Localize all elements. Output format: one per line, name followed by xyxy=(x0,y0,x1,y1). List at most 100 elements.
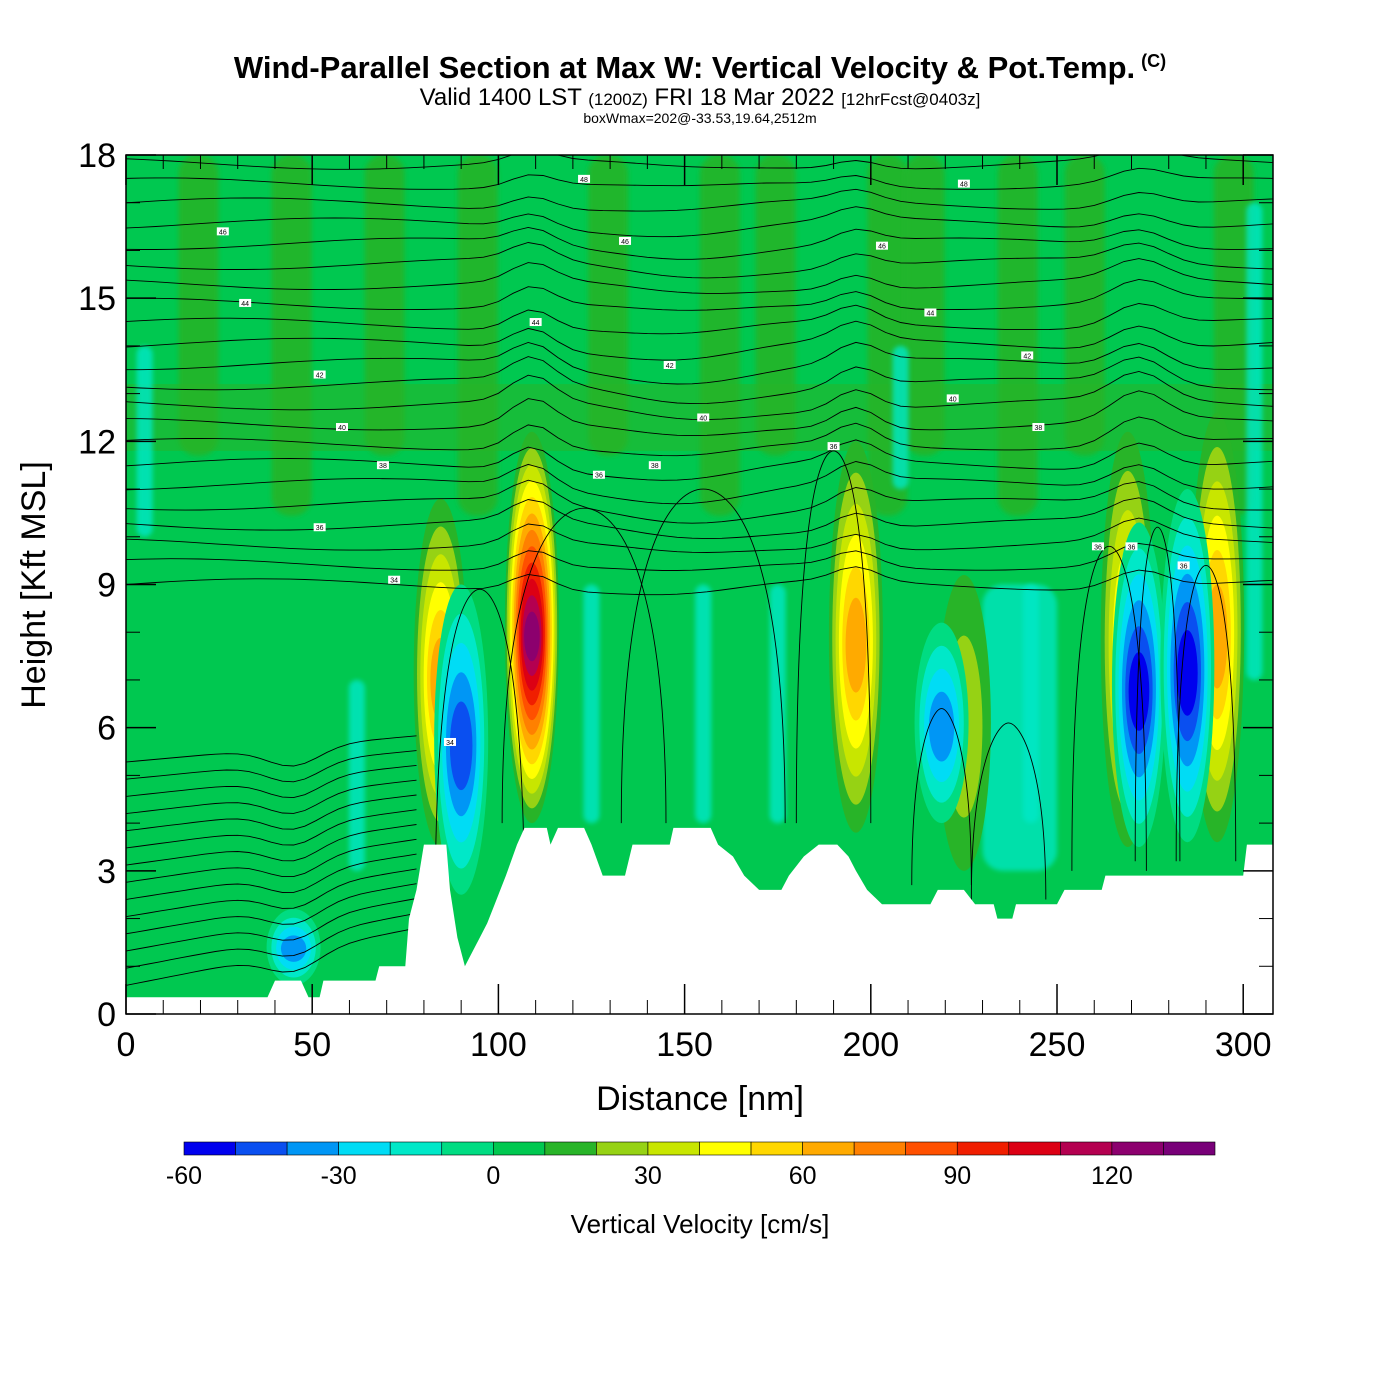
isentrope xyxy=(126,155,1273,170)
isentrope-low xyxy=(126,912,417,969)
chart-title-text: Wind-Parallel Section at Max W: Vertical… xyxy=(233,50,1136,85)
contour-label-bg xyxy=(1021,351,1034,360)
colorbar-swatch xyxy=(750,1141,803,1156)
colorbar-tick-label: 60 xyxy=(789,1162,817,1190)
x-tick-label: 0 xyxy=(117,1026,136,1064)
colorbar-swatch xyxy=(647,1141,700,1156)
contour-label-bg xyxy=(388,575,401,584)
y-tick-label: 3 xyxy=(97,853,116,891)
weak-updraft-band xyxy=(1064,155,1105,456)
terrain xyxy=(126,827,1273,1014)
colorbar-swatch xyxy=(802,1141,855,1156)
core-level xyxy=(280,935,307,962)
contour-label-bg xyxy=(924,308,937,317)
theta-plume-outline xyxy=(1071,545,1147,871)
zulu-time: (1200Z) xyxy=(588,90,648,109)
colorbar-label: Vertical Velocity [cm/s] xyxy=(571,1209,830,1239)
contour-label-bg xyxy=(443,737,456,746)
colorbar-tick-label: -30 xyxy=(321,1162,357,1190)
isentrope-low xyxy=(126,853,417,900)
contour-label-bg xyxy=(376,461,389,470)
isentrope xyxy=(126,320,1273,361)
theta-label: 36 xyxy=(830,444,838,451)
colorbar-swatch xyxy=(905,1141,958,1156)
isentrope-low xyxy=(126,779,417,815)
contour-label-bg xyxy=(529,318,542,327)
isentrope xyxy=(126,461,1273,505)
colorbar-swatch xyxy=(235,1141,288,1156)
colorbar: -60 -30 0 30 60 90 120 xyxy=(166,1141,1216,1190)
theta-label: 34 xyxy=(446,740,454,747)
theta-plume-outline xyxy=(1175,564,1237,862)
x-tick-label: 250 xyxy=(1029,1026,1086,1064)
theta-label: 44 xyxy=(532,320,540,327)
weak-updraft-band xyxy=(755,155,796,456)
colorbar-swatch xyxy=(544,1141,597,1156)
isentrope xyxy=(126,341,1273,385)
contour-label-bg xyxy=(957,179,970,188)
valid-date: FRI 18 Mar 2022 xyxy=(654,84,835,111)
colorbar-tick-label: 120 xyxy=(1091,1162,1133,1190)
isentrope xyxy=(126,188,1273,212)
isentrope xyxy=(126,206,1273,238)
colorbar-tick-label: -60 xyxy=(166,1162,202,1190)
weak-updraft-band xyxy=(457,155,498,516)
isentrope-low xyxy=(126,927,417,986)
contour-label-bg xyxy=(239,298,252,307)
isentrope xyxy=(126,258,1273,294)
contour-label-bg xyxy=(1125,542,1138,551)
contour-label-bg xyxy=(592,470,605,479)
colorbar-swatch xyxy=(1060,1141,1113,1156)
y-tick-label: 0 xyxy=(97,996,116,1034)
isentrope-low xyxy=(126,868,417,918)
chart-subtitle: Valid 1400 LST (1200Z) FRI 18 Mar 2022 [… xyxy=(0,84,1400,112)
contour-label-bg xyxy=(663,360,676,369)
isentrope xyxy=(126,543,1273,571)
isentrope xyxy=(126,167,1273,190)
theta-label: 46 xyxy=(878,244,886,251)
colorbar-swatch xyxy=(956,1141,1010,1156)
isentrope-low xyxy=(126,898,417,952)
theta-label: 36 xyxy=(1094,544,1102,551)
contour-label-bg xyxy=(216,227,229,236)
theta-plume-outline xyxy=(501,507,667,824)
theta-label: 40 xyxy=(338,425,346,432)
theta-label: 42 xyxy=(1023,353,1031,360)
contour-label-bg xyxy=(1091,542,1104,551)
core-level xyxy=(845,597,867,693)
y-tick-label: 6 xyxy=(97,710,116,748)
isentrope xyxy=(126,566,1273,596)
weak-updraft-band xyxy=(588,155,629,456)
weak-downdraft-streak xyxy=(695,584,712,824)
contour-label-bg xyxy=(619,236,632,245)
y-tick-label: 9 xyxy=(97,567,116,605)
downdraft-core xyxy=(1111,522,1166,847)
theta-label: 46 xyxy=(621,239,629,246)
theta-label: 44 xyxy=(926,310,934,317)
theta-label: 44 xyxy=(241,301,249,308)
x-tick-label: 50 xyxy=(293,1026,331,1064)
chart-title: Wind-Parallel Section at Max W: Vertical… xyxy=(0,50,1400,86)
theta-label: 38 xyxy=(379,463,387,470)
colorbar-tick-label: 30 xyxy=(634,1162,662,1190)
theta-label: 38 xyxy=(1034,425,1042,432)
copyright-mark: (C) xyxy=(1141,50,1167,71)
isentrope-low xyxy=(126,809,417,849)
contour-label-bg xyxy=(1032,423,1045,432)
updraft-core xyxy=(828,441,883,833)
theta-label: 48 xyxy=(960,182,968,189)
colorbar-swatch xyxy=(1008,1141,1061,1156)
contour-label-bg xyxy=(648,461,661,470)
theta-label: 36 xyxy=(1180,563,1188,570)
theta-label: 38 xyxy=(651,463,659,470)
colorbar-swatch xyxy=(441,1141,494,1156)
contour-label-bg xyxy=(335,423,348,432)
y-tick-label: 15 xyxy=(78,280,116,318)
isentrope xyxy=(126,278,1273,311)
contour-label-bg xyxy=(875,241,888,250)
theta-label: 40 xyxy=(699,415,707,422)
isentrope xyxy=(126,439,1273,481)
colorbar-swatch xyxy=(853,1141,907,1156)
contour-label-bg xyxy=(313,523,326,532)
